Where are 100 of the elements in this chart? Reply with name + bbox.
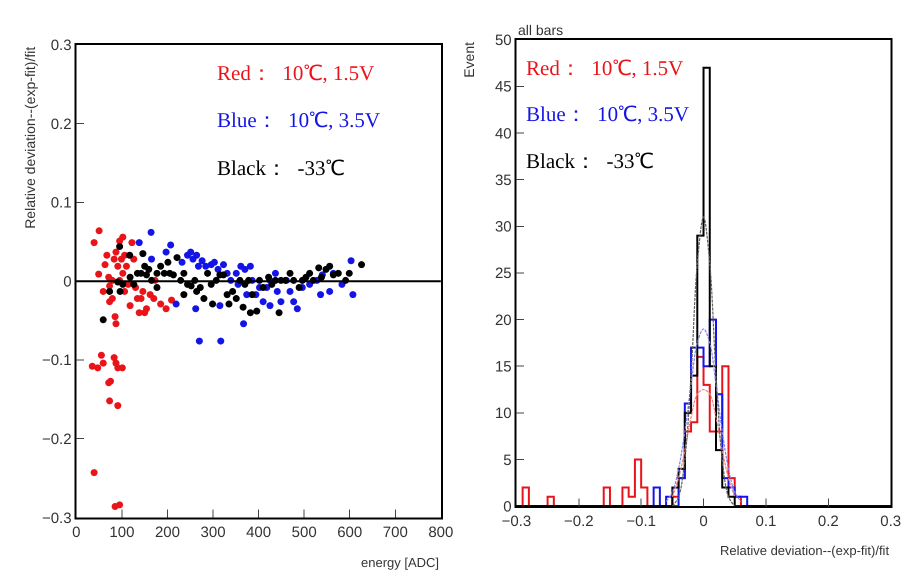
y-tick-label: 25 <box>494 265 512 282</box>
point <box>167 241 174 248</box>
y-tick-label: 5 <box>503 452 512 469</box>
point <box>100 288 107 295</box>
point <box>266 302 274 310</box>
point <box>286 288 294 295</box>
y-tick-label: 40 <box>494 125 512 142</box>
point <box>119 270 126 277</box>
x-axis-title: Relative deviation--(exp-fit)/fit <box>720 543 890 558</box>
point <box>192 305 200 312</box>
y-tick-label: 0.2 <box>50 116 72 133</box>
point <box>241 266 248 273</box>
line-series <box>672 388 736 498</box>
y-tick-label: 0 <box>63 273 72 290</box>
point <box>198 257 206 264</box>
point <box>178 258 186 266</box>
y-axis-title: Event <box>461 42 478 78</box>
point <box>106 397 114 404</box>
point <box>290 298 298 306</box>
point <box>122 262 130 270</box>
x-tick-label: −0.1 <box>626 512 656 530</box>
y-tick-label: 0.1 <box>50 194 72 212</box>
text: Blue： 10℃, 3.5V <box>217 108 380 132</box>
point <box>148 256 156 263</box>
point <box>168 296 176 304</box>
x-tick-label: 0.1 <box>755 512 776 530</box>
y-tick-label: −0.1 <box>42 352 72 370</box>
y-tick-label: 30 <box>494 218 512 236</box>
point <box>103 252 110 259</box>
y-tick-label: 0.3 <box>50 37 72 54</box>
text: Red： 10℃, 1.5V <box>217 61 374 85</box>
point <box>94 364 102 372</box>
point <box>119 234 126 241</box>
x-tick-label: 300 <box>200 524 226 542</box>
point <box>98 352 105 359</box>
point <box>294 305 301 312</box>
point <box>277 298 284 306</box>
point <box>110 256 118 263</box>
point <box>100 360 107 367</box>
point <box>116 501 124 508</box>
y-tick-label: 35 <box>494 172 512 189</box>
text: Black： -33℃ <box>217 156 344 180</box>
x-tick-label: 0.3 <box>880 512 902 530</box>
point <box>193 252 200 259</box>
point <box>150 295 158 302</box>
y-tick-label: 20 <box>494 312 512 329</box>
point <box>196 338 203 345</box>
x-tick-label: 400 <box>246 524 272 542</box>
text: Red： 10℃, 1.5V <box>526 56 684 80</box>
point <box>172 300 180 308</box>
point <box>162 305 170 312</box>
x-tick-label: 100 <box>109 524 134 542</box>
point <box>128 239 136 246</box>
text: Blue： 10℃, 3.5V <box>526 102 690 126</box>
point <box>157 300 164 308</box>
point <box>260 298 267 306</box>
text: Black： -33℃ <box>526 149 654 173</box>
x-tick-label: 700 <box>382 524 408 542</box>
point <box>246 262 254 270</box>
point <box>136 239 143 246</box>
point <box>210 258 218 266</box>
point <box>217 338 224 345</box>
point <box>348 257 355 264</box>
point <box>162 248 170 256</box>
point <box>148 228 155 236</box>
point <box>220 261 227 268</box>
point <box>96 227 103 234</box>
x-tick-label: 0.2 <box>818 512 839 530</box>
point <box>274 288 281 295</box>
point <box>112 248 120 256</box>
point <box>90 469 98 476</box>
point <box>139 288 146 295</box>
line-series <box>672 216 736 506</box>
x-tick-label: −0.2 <box>564 512 594 530</box>
point <box>272 270 279 277</box>
x-tick-label: 600 <box>337 524 362 542</box>
point <box>95 270 102 278</box>
x-tick-label: 500 <box>292 524 317 542</box>
y-tick-label: 15 <box>494 358 512 376</box>
y-axis-title: Relative deviation--(exp-fit)/fit <box>22 46 38 229</box>
x-axis-title: energy [ADC] <box>361 555 440 570</box>
point <box>349 291 356 298</box>
point <box>110 354 118 362</box>
x-tick-label: 200 <box>154 524 180 542</box>
point <box>317 291 324 298</box>
y-tick-label: 45 <box>494 78 512 96</box>
point <box>114 262 122 270</box>
point <box>126 302 134 310</box>
point <box>108 295 116 302</box>
point <box>216 302 224 310</box>
point <box>232 270 240 277</box>
point <box>143 305 150 312</box>
y-tick-label: 50 <box>494 32 512 50</box>
point <box>90 239 98 246</box>
y-tick-label: −0.2 <box>42 430 72 448</box>
point <box>214 266 222 273</box>
point <box>326 288 334 295</box>
point <box>102 261 109 268</box>
y-tick-label: 10 <box>494 405 512 422</box>
x-tick-label: 0 <box>699 512 708 530</box>
